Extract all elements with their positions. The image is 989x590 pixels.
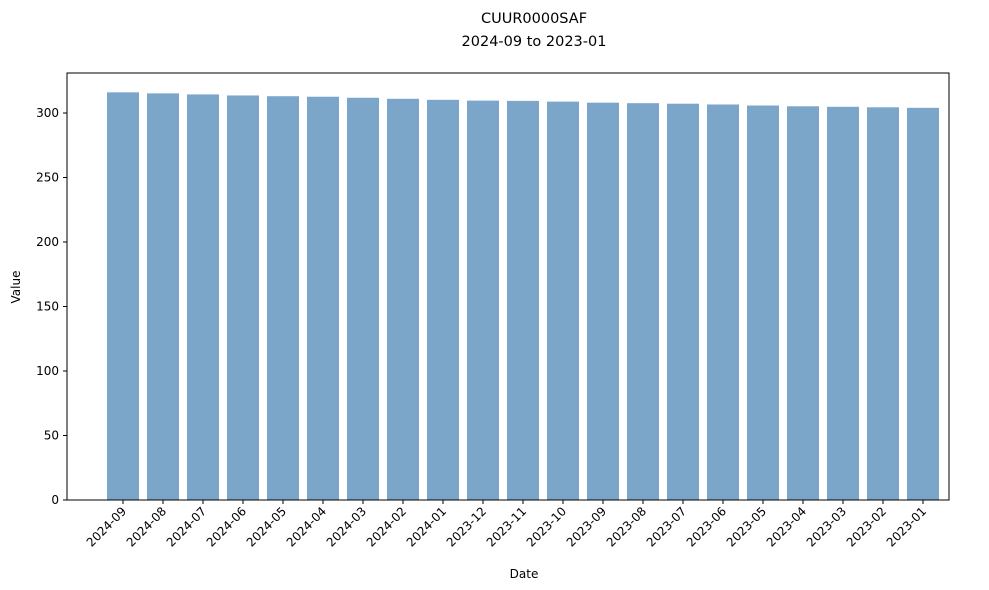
x-tick-label: 2023-11 <box>484 504 529 549</box>
x-tick-label: 2024-03 <box>324 504 369 549</box>
y-tick-label: 100 <box>36 364 59 378</box>
bar-2024-02 <box>387 98 419 501</box>
bar-2024-06 <box>227 95 259 500</box>
x-tick-label: 2023-06 <box>684 504 729 549</box>
bar-2024-04 <box>307 96 339 500</box>
x-tick-label: 2023-08 <box>604 504 649 549</box>
x-tick-label: 2024-06 <box>204 504 249 549</box>
bar-2024-05 <box>267 96 299 500</box>
y-axis-label: Value <box>9 271 23 304</box>
x-tick-label: 2024-09 <box>84 504 129 549</box>
x-tick-label: 2024-04 <box>284 504 329 549</box>
x-tick-label: 2023-09 <box>564 504 609 549</box>
chart-title: CUUR0000SAF <box>481 11 587 27</box>
bar-2024-07 <box>187 94 219 501</box>
x-tick-label: 2023-12 <box>444 504 489 549</box>
plot-frame <box>66 72 950 501</box>
bar-2023-04 <box>787 106 819 500</box>
chart-subtitle: 2024-09 to 2023-01 <box>462 34 607 50</box>
x-axis-ticks: 2024-092024-082024-072024-062024-052024-… <box>84 500 929 550</box>
x-tick-label: 2023-01 <box>884 504 929 549</box>
x-tick-label: 2024-01 <box>404 504 449 549</box>
bar-2023-06 <box>707 104 739 500</box>
bar-2023-10 <box>547 101 579 500</box>
x-tick-label: 2023-07 <box>644 504 689 549</box>
bar-2023-11 <box>507 100 539 500</box>
y-tick-label: 0 <box>51 493 59 507</box>
x-tick-label: 2023-03 <box>804 504 849 549</box>
x-axis-label: Date <box>510 567 539 581</box>
bar-2023-09 <box>587 102 619 501</box>
y-tick-label: 250 <box>36 170 59 184</box>
y-tick-label: 300 <box>36 106 59 120</box>
x-tick-label: 2023-02 <box>844 504 889 549</box>
y-tick-label: 200 <box>36 235 59 249</box>
bar-2024-01 <box>427 99 459 500</box>
y-axis-ticks: 0 50 100 150 200 250 300 <box>36 106 67 507</box>
x-tick-label: 2024-08 <box>124 504 169 549</box>
bar-2023-02 <box>867 107 899 500</box>
y-tick-label: 150 <box>36 299 59 313</box>
bar-2023-07 <box>667 103 699 500</box>
bar-2023-03 <box>827 106 859 500</box>
bar-2023-12 <box>467 100 499 501</box>
bar-2023-05 <box>747 105 779 500</box>
bar-2023-01 <box>907 107 939 501</box>
bar-2023-08 <box>627 103 659 500</box>
x-tick-label: 2024-05 <box>244 504 289 549</box>
x-tick-label: 2023-04 <box>764 504 809 549</box>
x-tick-label: 2024-02 <box>364 504 409 549</box>
y-tick-label: 50 <box>44 428 59 442</box>
x-tick-label: 2023-05 <box>724 504 769 549</box>
bars-group <box>107 92 939 501</box>
bar-2024-09 <box>107 92 139 500</box>
x-tick-label: 2023-10 <box>524 504 569 549</box>
x-tick-label: 2024-07 <box>164 504 209 549</box>
bar-2024-08 <box>147 93 179 500</box>
bar-2024-03 <box>347 97 379 500</box>
